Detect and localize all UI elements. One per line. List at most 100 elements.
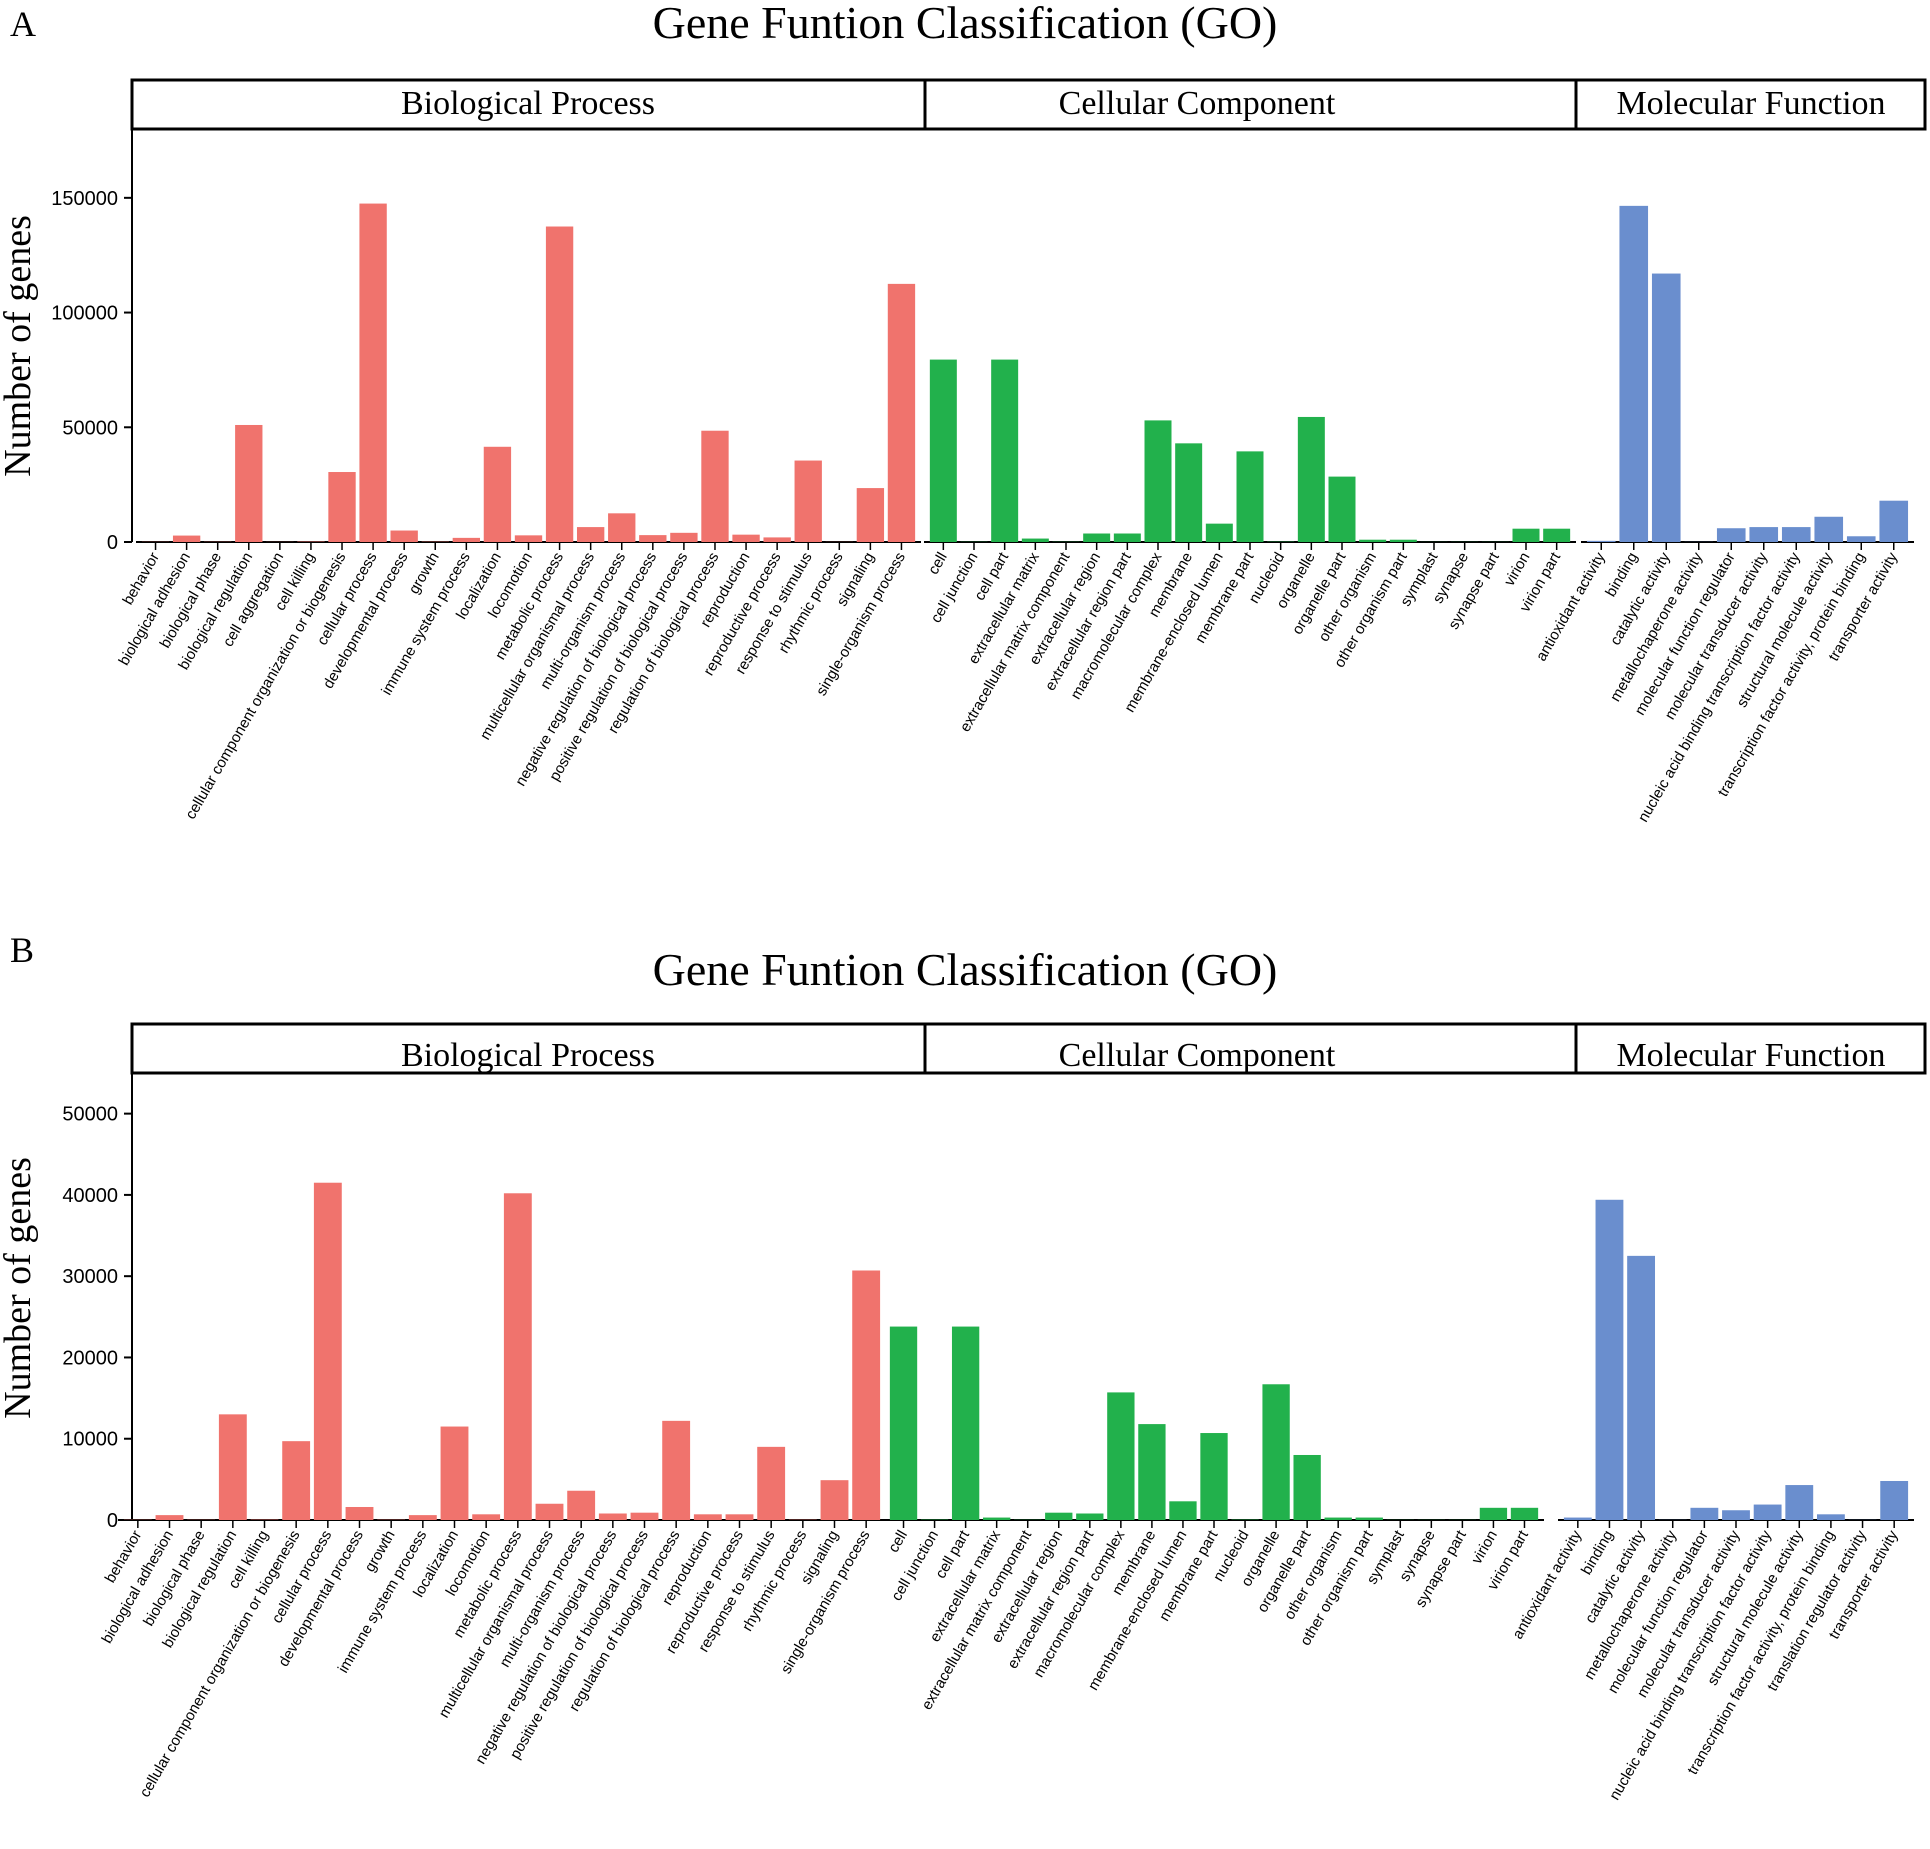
bar-multicellular-organismal-process: multicellular organismal process: 2000 <box>535 1503 564 1520</box>
category-header-box <box>1574 1022 1927 1075</box>
y-axis-title: Number of genes <box>0 1157 39 1419</box>
bar-immune-system-process: immune system process: 1800 <box>452 537 481 542</box>
y-tick-label: 30000 <box>62 1266 118 1288</box>
bar-binding: binding: 39400 <box>1595 1199 1624 1520</box>
category-header-box <box>1574 78 1927 131</box>
bar-other-organism: other organism: 300 <box>1324 1517 1352 1520</box>
bar-extracellular-matrix: extracellular matrix: 300 <box>983 1517 1011 1520</box>
bar-metabolic-process: metabolic process: 137500 <box>545 226 574 542</box>
bar-regulation-of-biological-process: regulation of biological process: 12200 <box>662 1420 691 1520</box>
bar-organelle-part: organelle part: 28500 <box>1328 476 1356 542</box>
y-axis-ticks: 0 50000 100000 150000 <box>51 188 132 554</box>
bar-molecular-function-regulator: molecular function regulator: 6000 <box>1716 528 1746 542</box>
bar-extracellular-region: extracellular region: 900 <box>1045 1512 1073 1520</box>
panel-a: A Gene Funtion Classification (GO) Biolo… <box>0 0 1927 825</box>
bar-multi-organism-process: multi-organism process: 12500 <box>608 513 636 542</box>
bar-virion-part: virion part: 5800 <box>1543 528 1571 542</box>
bar-extracellular-region-part: extracellular region part: 3700 <box>1113 533 1141 542</box>
y-tick-label: 0 <box>107 1510 118 1532</box>
bar-virion-part: virion part: 1500 <box>1510 1507 1539 1520</box>
bar-membrane-enclosed-lumen: membrane-enclosed lumen: 2300 <box>1169 1501 1197 1520</box>
bar-cellular-component-organization-or-biogenesis: cellular component organization or bioge… <box>282 1441 311 1520</box>
y-tick-label: 150000 <box>51 188 118 210</box>
bar-other-organism-part: other organism part: 1000 <box>1389 539 1417 542</box>
bar-other-organism: other organism: 1000 <box>1359 539 1387 542</box>
bar-virion: virion: 5800 <box>1512 528 1540 542</box>
bar-biological-regulation: biological regulation: 51000 <box>235 424 263 542</box>
bar-virion: virion: 1500 <box>1479 1507 1508 1520</box>
bar-single-organism-process: single-organism process: 30700 <box>852 1270 881 1520</box>
chart-title: Gene Funtion Classification (GO) <box>653 0 1278 48</box>
bar-metabolic-process: metabolic process: 40200 <box>503 1193 532 1520</box>
bar-multicellular-organismal-process: multicellular organismal process: 6500 <box>576 527 605 542</box>
panel-b: B Gene Funtion Classification (GO) Biolo… <box>0 930 1927 1803</box>
bar-biological-adhesion: biological adhesion: 2800 <box>172 535 201 542</box>
category-header-bar: Biological Process Cellular Component Mo… <box>130 1022 1927 1075</box>
bar-membrane-enclosed-lumen: membrane-enclosed lumen: 8000 <box>1205 523 1233 542</box>
bar-locomotion: locomotion: 700 <box>472 1514 501 1520</box>
bar-immune-system-process: immune system process: 600 <box>408 1515 437 1520</box>
bar-other-organism-part: other organism part: 300 <box>1355 1517 1383 1520</box>
bar-series: behavior: 30biological adhesion: 600biol… <box>123 1182 1909 1520</box>
bar-regulation-of-biological-process: regulation of biological process: 48500 <box>701 430 729 542</box>
category-label-biological-process: Biological Process <box>401 85 655 122</box>
panel-letter: B <box>10 930 34 970</box>
bar-membrane-part: membrane part: 39500 <box>1236 451 1264 542</box>
bar-reproductive-process: reproductive process: 2000 <box>763 537 791 542</box>
bar-cellular-component-organization-or-biogenesis: cellular component organization or bioge… <box>328 472 356 542</box>
bar-localization: localization: 11500 <box>440 1426 469 1520</box>
bar-macromolecular-complex: macromolecular complex: 15700 <box>1107 1392 1135 1520</box>
bar-antioxidant-activity: antioxidant activity: 500 <box>1586 540 1616 542</box>
bar-localization: localization: 41500 <box>483 446 512 542</box>
bar-signaling: signaling: 23500 <box>856 488 885 542</box>
bar-single-organism-process: single-organism process: 112500 <box>887 283 916 542</box>
y-tick-label: 100000 <box>51 303 118 325</box>
bar-reproduction: reproduction: 700 <box>693 1514 722 1520</box>
bar-catalytic-activity: catalytic activity: 32500 <box>1627 1255 1656 1520</box>
bar-extracellular-matrix: extracellular matrix: 1500 <box>1021 538 1049 542</box>
x-tick-label: virion <box>1501 550 1534 590</box>
bar-locomotion: locomotion: 2900 <box>514 535 543 542</box>
category-header-bar: Biological Process Cellular Component Mo… <box>130 78 1927 131</box>
bar-structural-molecule-activity: structural molecule activity: 11000 <box>1814 516 1844 542</box>
bar-membrane-part: membrane part: 10700 <box>1200 1433 1228 1520</box>
y-tick-label: 40000 <box>62 1185 118 1207</box>
y-tick-label: 10000 <box>62 1429 118 1451</box>
bar-series: behavior: 80biological adhesion: 2800bio… <box>141 203 1909 542</box>
x-tick-label: cell <box>885 1528 911 1556</box>
y-tick-label: 50000 <box>62 1104 118 1126</box>
bar-molecular-transducer-activity: molecular transducer activity: 6500 <box>1749 527 1779 542</box>
category-label-molecular-function: Molecular Function <box>1616 85 1885 122</box>
bar-cell: cell: 79500 <box>929 359 957 542</box>
bar-nucleic-acid-binding-transcription-factor-activity: nucleic acid binding transcription facto… <box>1753 1504 1782 1520</box>
bar-organelle: organelle: 54500 <box>1297 416 1325 542</box>
bar-signaling: signaling: 4900 <box>820 1480 849 1520</box>
y-tick-label: 50000 <box>62 417 118 439</box>
bar-biological-regulation: biological regulation: 13000 <box>218 1414 247 1520</box>
bar-molecular-transducer-activity: molecular transducer activity: 1200 <box>1722 1510 1750 1520</box>
bar-cell-part: cell part: 79500 <box>991 359 1019 542</box>
chart-title: Gene Funtion Classification (GO) <box>653 944 1278 995</box>
bar-developmental-process: developmental process: 1600 <box>345 1506 374 1520</box>
x-tick-label: virion <box>1468 1528 1501 1568</box>
x-tick-label: cell <box>925 550 951 578</box>
category-label-molecular-function: Molecular Function <box>1616 1037 1885 1074</box>
bar-negative-regulation-of-biological-process: negative regulation of biological proces… <box>639 535 667 542</box>
bar-structural-molecule-activity: structural molecule activity: 4300 <box>1785 1485 1814 1520</box>
bar-transcription-factor-activity-protein-binding: transcription factor activity, protein b… <box>1846 536 1876 542</box>
bar-catalytic-activity: catalytic activity: 117000 <box>1651 273 1681 542</box>
bar-response-to-stimulus: response to stimulus: 35500 <box>794 460 822 542</box>
bar-reproductive-process: reproductive process: 700 <box>725 1514 754 1520</box>
bar-positive-regulation-of-biological-process: positive regulation of biological proces… <box>670 532 698 542</box>
y-axis-ticks: 0 10000 20000 30000 40000 50000 <box>62 1104 132 1532</box>
bar-organelle: organelle: 16700 <box>1262 1384 1290 1520</box>
bar-extracellular-region: extracellular region: 3700 <box>1083 533 1111 542</box>
bar-extracellular-region-part: extracellular region part: 800 <box>1076 1513 1104 1520</box>
bar-multi-organism-process: multi-organism process: 3600 <box>567 1490 596 1520</box>
category-label-biological-process: Biological Process <box>401 1037 655 1074</box>
panel-letter: A <box>10 4 36 44</box>
bar-organelle-part: organelle part: 8000 <box>1293 1454 1321 1520</box>
